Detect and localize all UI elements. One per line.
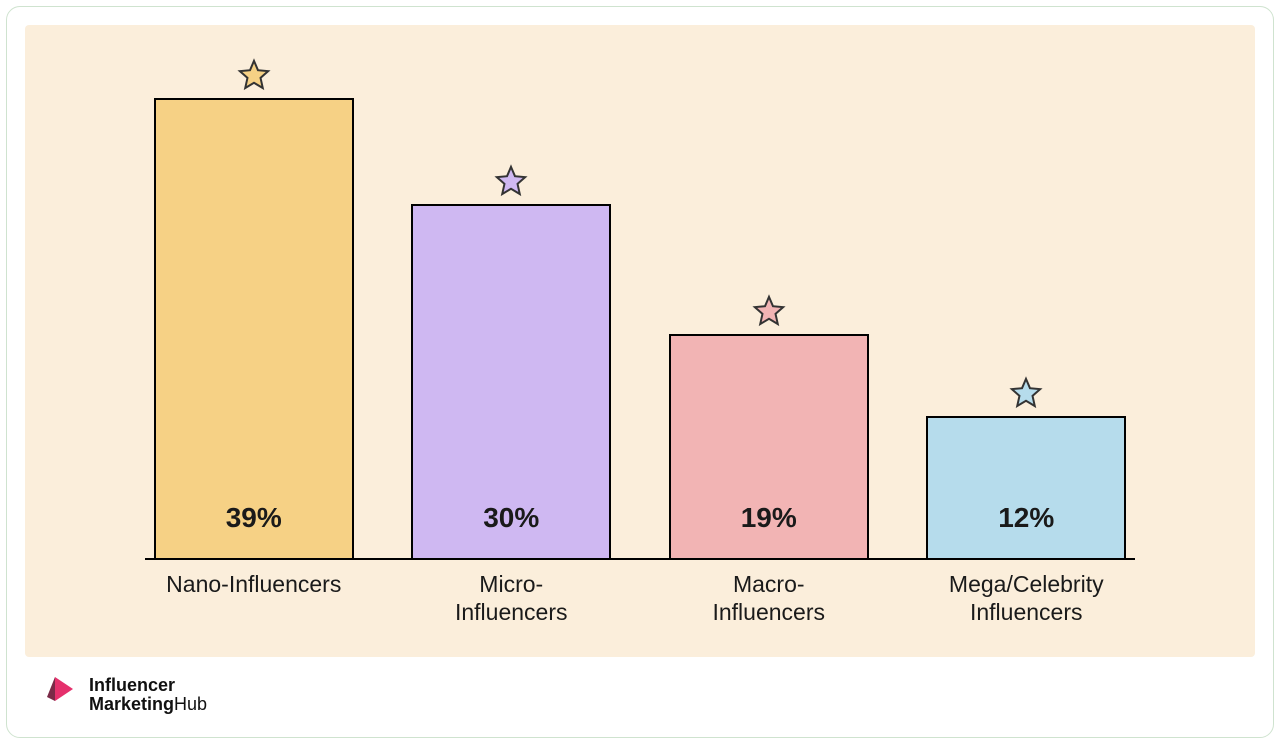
- bar-column: 39%: [154, 58, 354, 558]
- brand-mark-icon: [45, 675, 81, 715]
- bar-label: Mega/Celebrity Influencers: [926, 570, 1126, 628]
- bar: 19%: [669, 334, 869, 558]
- bar: 39%: [154, 98, 354, 558]
- star-icon: [1009, 376, 1043, 410]
- bar-label: Micro- Influencers: [411, 570, 611, 628]
- bar-label: Nano-Influencers: [154, 570, 354, 628]
- bars-region: 39% 30% 19% 12%: [65, 45, 1215, 558]
- bar-value: 39%: [226, 502, 282, 534]
- star-icon: [752, 294, 786, 328]
- footer: Influencer MarketingHub: [25, 667, 1255, 723]
- star-icon: [494, 164, 528, 198]
- brand-word-1: Influencer: [89, 675, 175, 695]
- bar-value: 19%: [741, 502, 797, 534]
- star-icon: [237, 58, 271, 92]
- brand-word-2a: Marketing: [89, 694, 174, 714]
- brand-wordmark: Influencer MarketingHub: [89, 676, 207, 714]
- bar-label: Macro- Influencers: [669, 570, 869, 628]
- bar-column: 19%: [669, 294, 869, 558]
- brand-logo: Influencer MarketingHub: [45, 675, 207, 715]
- bar-value: 30%: [483, 502, 539, 534]
- plot-area: 39% 30% 19% 12% Nano-Influencers Micro- Infl…: [25, 25, 1255, 657]
- bar-column: 12%: [926, 376, 1126, 558]
- bar-value: 12%: [998, 502, 1054, 534]
- bar: 12%: [926, 416, 1126, 558]
- brand-word-2b: Hub: [174, 694, 207, 714]
- bar: 30%: [411, 204, 611, 558]
- x-axis-labels: Nano-Influencers Micro- Influencers Macro-…: [65, 560, 1215, 628]
- chart-card: 39% 30% 19% 12% Nano-Influencers Micro- Infl…: [6, 6, 1274, 738]
- bar-column: 30%: [411, 164, 611, 558]
